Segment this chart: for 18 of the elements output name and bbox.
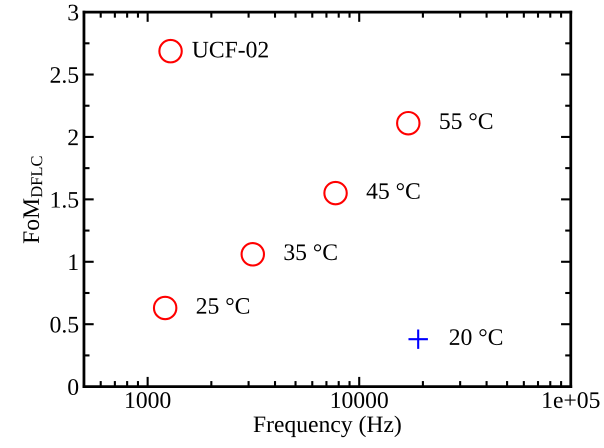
y-tick-label: 0: [68, 379, 78, 396]
y-tick-label: 2.5: [50, 67, 78, 84]
y-tick-label: 1: [69, 254, 78, 270]
y-tick-label: 3: [68, 4, 78, 21]
y-tick-label: 2: [68, 129, 78, 146]
annotation: 20 °C: [450, 329, 502, 346]
y-axis-title: FoM$_{DFLC}$: [23, 156, 42, 244]
x-tick-label: 10000: [332, 392, 388, 408]
x-axis-title: Frequency (Hz): [254, 416, 401, 438]
annotation: 55 °C: [440, 113, 492, 130]
x-tick-label: 1e+05: [543, 392, 600, 408]
x-tick-label: 1000: [126, 392, 170, 408]
y-tick-label: 1.5: [52, 192, 78, 208]
y-tick-label: 0.5: [50, 316, 78, 333]
annotation: 35 °C: [284, 244, 337, 260]
legend-label: UCF-02: [192, 42, 268, 58]
annotation: 25 °C: [196, 298, 250, 314]
annotation: 45 °C: [366, 183, 420, 200]
